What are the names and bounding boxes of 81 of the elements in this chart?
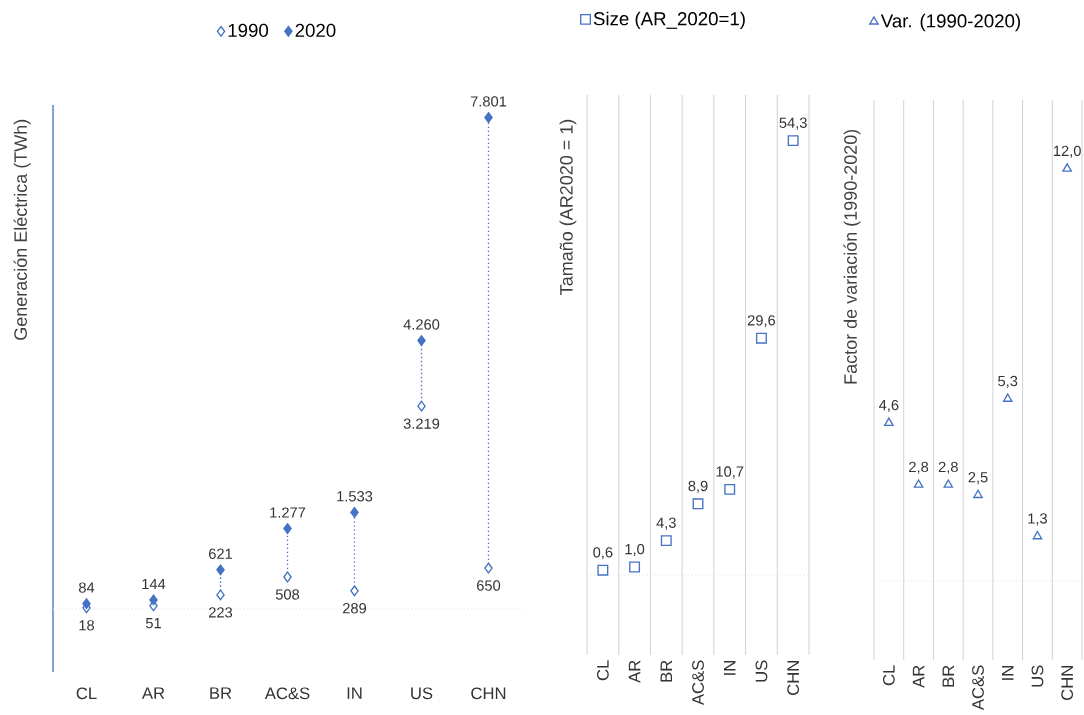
data-label: 1,0 xyxy=(625,544,645,557)
x-tick-label: BR xyxy=(942,665,955,687)
data-label: 223 xyxy=(209,607,233,618)
x-tick-label: AR xyxy=(628,660,641,684)
data-label: 1,3 xyxy=(1028,513,1047,526)
point xyxy=(660,535,672,547)
point xyxy=(787,135,799,147)
x-tick-label: CL xyxy=(596,660,609,681)
point xyxy=(692,498,704,510)
point xyxy=(1032,531,1043,540)
point xyxy=(973,489,983,499)
x-tick-label: US xyxy=(1031,665,1044,687)
x-tick-label: AR xyxy=(912,665,925,689)
point xyxy=(484,562,493,574)
x-tick-label: AC&S xyxy=(264,687,310,700)
data-label: 18 xyxy=(79,620,95,631)
point xyxy=(884,417,894,427)
x-tick-label: CL xyxy=(882,665,895,686)
x-tick-label: CHN xyxy=(471,687,506,700)
data-label: 10,7 xyxy=(716,466,744,479)
data-label: 4,3 xyxy=(656,517,676,530)
point xyxy=(943,479,954,489)
point xyxy=(283,523,292,535)
legend-label: 2020 xyxy=(295,23,336,38)
data-label: 1.277 xyxy=(270,507,306,518)
y-axis-title: Factor de variación (1990-2020) xyxy=(843,130,861,384)
x-tick-label: AC&S xyxy=(692,660,704,706)
legend-label: Size (AR_2020=1) xyxy=(593,11,745,30)
data-label: 144 xyxy=(142,579,166,590)
point xyxy=(350,585,359,597)
data-label: 12,0 xyxy=(1053,145,1081,159)
point xyxy=(724,484,736,496)
data-label: 5,3 xyxy=(998,376,1018,389)
x-tick-label: AC&S xyxy=(972,665,984,711)
data-label: 7.801 xyxy=(470,96,507,107)
data-label: 51 xyxy=(145,618,161,629)
x-tick-label: CL xyxy=(76,687,97,700)
data-label: 3.219 xyxy=(403,418,440,430)
point xyxy=(913,479,924,489)
point xyxy=(417,335,426,347)
legend-label: Var. (1990-2020) xyxy=(880,14,1020,32)
data-label: 1.533 xyxy=(337,491,373,502)
point xyxy=(283,571,292,583)
point xyxy=(350,507,359,519)
data-label: 508 xyxy=(275,589,300,600)
data-label: 84 xyxy=(78,582,95,594)
point xyxy=(417,400,426,412)
x-tick-label: IN xyxy=(1002,666,1014,681)
x-tick-label: IN xyxy=(347,687,362,700)
data-label: 621 xyxy=(209,548,233,560)
point xyxy=(1002,393,1013,403)
data-label: 2,8 xyxy=(938,461,958,475)
x-tick-label: AR xyxy=(141,687,165,700)
point xyxy=(216,564,225,576)
point xyxy=(755,332,767,344)
data-label: 2,8 xyxy=(909,461,929,475)
data-label: 54,3 xyxy=(779,117,807,130)
point xyxy=(484,112,493,124)
data-label: 4,6 xyxy=(879,400,899,413)
legend-label: 1990 xyxy=(228,23,269,38)
data-label: 29,6 xyxy=(747,315,776,328)
point xyxy=(82,598,91,610)
x-tick-label: US xyxy=(755,660,768,682)
x-tick-label: CHN xyxy=(787,661,800,696)
data-label: 4.260 xyxy=(403,319,440,330)
x-tick-label: BR xyxy=(210,687,232,700)
y-axis-title: Generación Eléctrica (TWh) xyxy=(13,120,31,341)
y-axis-title: Tamaño (AR2020 = 1) xyxy=(559,120,577,296)
point xyxy=(149,594,158,606)
x-tick-label: IN xyxy=(724,661,736,676)
x-tick-label: CHN xyxy=(1061,666,1074,701)
point xyxy=(597,564,609,576)
data-label: 2,5 xyxy=(968,472,988,485)
x-tick-label: BR xyxy=(660,660,673,682)
data-label: 8,9 xyxy=(688,480,708,494)
x-tick-label: US xyxy=(411,687,433,700)
point xyxy=(216,589,225,601)
data-label: 650 xyxy=(477,580,501,591)
data-label: 0,6 xyxy=(593,547,613,560)
data-label: 289 xyxy=(343,603,367,614)
point xyxy=(629,561,641,573)
